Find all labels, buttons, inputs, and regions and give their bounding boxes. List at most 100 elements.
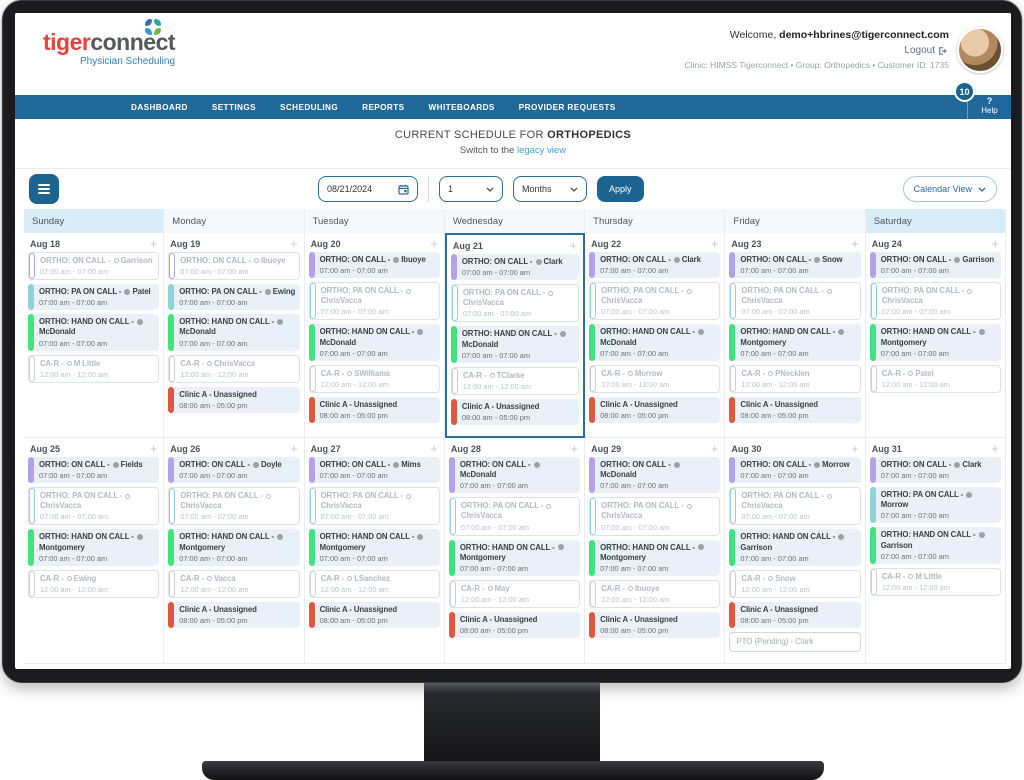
add-shift-icon[interactable]: + [991,236,999,251]
shift-card[interactable]: ORTHO: PA ON CALL - ChrisVacca 07:00 am -… [448,497,581,536]
shift-card[interactable]: ORTHO: ON CALL - McDonald 07:00 am - 07:0… [589,457,721,494]
shift-card[interactable]: CA-R - LSanchez 12:00 am - 12:00 am [308,569,440,598]
shift-card[interactable]: ORTHO: HAND ON CALL - McDonald 07:00 am -… [28,314,160,351]
shift-card[interactable]: ORTHO: PA ON CALL - ChrisVacca 07:00 am -… [729,487,861,526]
help-button[interactable]: ? Help [967,95,1011,119]
shift-card[interactable]: CA-R - May 12:00 am - 12:00 am [448,579,581,608]
add-shift-icon[interactable]: + [851,441,859,456]
nav-item-settings[interactable]: SETTINGS [211,102,256,112]
shift-card[interactable]: ORTHO: ON CALL - Clark 07:00 am - 07:00 a… [869,457,1001,484]
shift-card[interactable]: ORTHO: PA ON CALL - ChrisVacca 07:00 am -… [869,282,1001,321]
shift-card[interactable]: ORTHO: HAND ON CALL - Montgomery 07:00 am… [28,529,160,566]
nav-item-provider-requests[interactable]: PROVIDER REQUESTS [518,102,616,112]
shift-card[interactable]: CA-R - SWilliams 12:00 am - 12:00 am [308,364,440,393]
notification-badge[interactable]: 10 [954,81,975,102]
shift-card[interactable]: ORTHO: HAND ON CALL - Garrison 07:00 am -… [869,527,1001,564]
shift-card[interactable]: ORTHO: HAND ON CALL - McDonald 07:00 am -… [450,326,580,363]
shift-card[interactable]: ORTHO: HAND ON CALL - McDonald 07:00 am -… [168,314,300,351]
shift-card[interactable]: ORTHO: ON CALL - Clark 07:00 am - 07:00 a… [450,254,580,281]
calendar-cell[interactable]: Aug 19 + ORTHO: ON CALL - Ibuoye 07:00 am -… [164,233,305,438]
shift-card[interactable]: ORTHO: ON CALL - Morrow 07:00 am - 07:00 … [729,457,861,484]
shift-card[interactable]: ORTHO: ON CALL - Mims 07:00 am - 07:00 am [308,457,440,484]
nav-item-whiteboards[interactable]: WHITEBOARDS [428,102,495,112]
shift-card[interactable]: Clinic A - Unassigned 08:00 am - 05:00 pm [589,611,721,638]
shift-card[interactable]: ORTHO: PA ON CALL - ChrisVacca 07:00 am -… [729,282,861,321]
shift-card[interactable]: ORTHO: HAND ON CALL - Montgomery 07:00 am… [448,539,581,576]
calendar-cell[interactable]: Aug 25 + ORTHO: ON CALL - Fields 07:00 am -… [24,438,165,664]
shift-card[interactable]: ORTHO: PA ON CALL - ChrisVacca 07:00 am -… [308,282,440,321]
add-shift-icon[interactable]: + [569,238,578,253]
shift-card[interactable]: Clinic A - Unassigned 08:00 am - 05:00 pm [450,398,580,425]
nav-item-dashboard[interactable]: DASHBOARD [131,102,188,112]
shift-card[interactable]: ORTHO: ON CALL - McDonald 07:00 am - 07:0… [448,457,581,494]
add-shift-icon[interactable]: + [149,441,158,456]
shift-card[interactable]: ORTHO: PA ON CALL - ChrisVacca 07:00 am -… [589,497,721,536]
shift-card[interactable]: Clinic A - Unassigned 08:00 am - 05:00 pm [589,396,721,423]
calendar-cell[interactable]: Aug 30 + ORTHO: ON CALL - Morrow 07:00 am -… [725,438,866,664]
shift-card[interactable]: ORTHO: ON CALL - Ibuoye 07:00 am - 07:00 … [168,252,300,281]
shift-card[interactable]: Clinic A - Unassigned 08:00 am - 05:00 pm [308,601,440,628]
shift-card[interactable]: ORTHO: ON CALL - Garrison 07:00 am - 07:0… [28,252,160,281]
shift-card[interactable]: Clinic A - Unassigned 08:00 am - 05:00 pm [168,601,300,628]
view-select[interactable]: Calendar View [902,176,997,202]
shift-card[interactable]: ORTHO: HAND ON CALL - Montgomery 07:00 am… [869,324,1001,361]
shift-card[interactable]: CA-R - TClarke 12:00 am - 12:00 am [450,366,580,395]
shift-card[interactable]: CA-R - Ewing 12:00 am - 12:00 am [28,569,160,598]
shift-card[interactable]: ORTHO: ON CALL - Snow 07:00 am - 07:00 am [729,252,861,279]
calendar-cell[interactable]: Aug 28 + ORTHO: ON CALL - McDonald 07:00 am… [444,438,586,664]
shift-card[interactable]: CA-R - Morrow 12:00 am - 12:00 am [589,364,721,393]
shift-card[interactable]: ORTHO: PA ON CALL - Patel 07:00 am - 07:0… [28,284,160,311]
add-shift-icon[interactable]: + [570,441,579,456]
shift-card[interactable]: CA-R - Patel 12:00 am - 12:00 am [869,364,1001,393]
shift-card[interactable]: ORTHO: PA ON CALL - ChrisVacca 07:00 am -… [450,284,580,323]
add-shift-icon[interactable]: + [289,236,298,251]
shift-card[interactable]: ORTHO: HAND ON CALL - Montgomery 07:00 am… [308,529,440,566]
add-shift-icon[interactable]: + [430,441,438,456]
shift-card[interactable]: CA-R - ChrisVacca 12:00 am - 12:00 am [168,354,300,383]
calendar-cell[interactable]: Aug 23 + ORTHO: ON CALL - Snow 07:00 am - 0… [725,233,866,438]
shift-card[interactable]: ORTHO: HAND ON CALL - McDonald 07:00 am -… [589,324,721,361]
nav-item-scheduling[interactable]: SCHEDULING [279,102,339,112]
calendar-cell[interactable]: Aug 18 + ORTHO: ON CALL - Garrison 07:00 am… [24,233,165,438]
add-shift-icon[interactable]: + [991,441,999,456]
shift-card[interactable]: ORTHO: PA ON CALL - ChrisVacca 07:00 am -… [308,487,440,526]
add-shift-icon[interactable]: + [430,236,438,251]
shift-card[interactable]: CA-R - PNecklen 12:00 am - 12:00 am [729,364,861,393]
shift-card[interactable]: CA-R - M Little 12:00 am - 12:00 am [869,567,1001,596]
shift-card[interactable]: CA-R - Snow 12:00 am - 12:00 am [729,569,861,598]
interval-select[interactable]: 1 [439,176,504,202]
shift-card[interactable]: ORTHO: HAND ON CALL - Montgomery 07:00 am… [589,539,721,576]
add-shift-icon[interactable]: + [851,236,859,251]
shift-card[interactable]: ORTHO: PA ON CALL - ChrisVacca 07:00 am -… [589,282,721,321]
shift-card[interactable]: Clinic A - Unassigned 08:00 am - 05:00 pm [448,611,581,638]
add-shift-icon[interactable]: + [710,441,719,456]
shift-card[interactable]: ORTHO: ON CALL - Ibuoye 07:00 am - 07:00 … [308,252,440,279]
calendar-cell[interactable]: Aug 24 + ORTHO: ON CALL - Garrison 07:00 am… [865,233,1006,438]
calendar-cell[interactable]: Aug 26 + ORTHO: ON CALL - Doyle 07:00 am - … [164,438,305,664]
menu-button[interactable] [29,174,59,204]
shift-card[interactable]: ORTHO: HAND ON CALL - Montgomery 07:00 am… [729,324,861,361]
calendar-cell[interactable]: Aug 31 + ORTHO: ON CALL - Clark 07:00 am - … [865,438,1006,664]
calendar-cell[interactable]: Aug 22 + ORTHO: ON CALL - Clark 07:00 am - … [585,233,726,438]
shift-card[interactable]: Clinic A - Unassigned 08:00 am - 05:00 pm [729,396,861,423]
shift-card[interactable]: ORTHO: PA ON CALL - ChrisVacca 07:00 am -… [28,487,160,526]
shift-card[interactable]: PTO (Pending) - Clark [729,631,861,653]
shift-card[interactable]: ORTHO: ON CALL - Fields 07:00 am - 07:00 … [28,457,160,484]
shift-card[interactable]: CA-R - M Little 12:00 am - 12:00 am [28,354,160,383]
calendar-cell[interactable]: Aug 20 + ORTHO: ON CALL - Ibuoye 07:00 am -… [304,233,445,438]
shift-card[interactable]: ORTHO: HAND ON CALL - McDonald 07:00 am -… [308,324,440,361]
apply-button[interactable]: Apply [597,176,644,202]
shift-card[interactable]: Clinic A - Unassigned 08:00 am - 05:00 pm [729,601,861,628]
shift-card[interactable]: ORTHO: HAND ON CALL - Montgomery 07:00 am… [168,529,300,566]
unit-select[interactable]: Months [513,176,588,202]
shift-card[interactable]: ORTHO: PA ON CALL - Morrow 07:00 am - 07:… [869,487,1001,524]
shift-card[interactable]: ORTHO: PA ON CALL - Ewing 07:00 am - 07:0… [168,284,300,311]
calendar-cell[interactable]: Aug 21 + ORTHO: ON CALL - Clark 07:00 am - … [444,233,586,438]
shift-card[interactable]: CA-R - Ibuoye 12:00 am - 12:00 am [589,579,721,608]
add-shift-icon[interactable]: + [289,441,298,456]
calendar-cell[interactable]: Aug 29 + ORTHO: ON CALL - McDonald 07:00 am… [585,438,726,664]
shift-card[interactable]: ORTHO: ON CALL - Clark 07:00 am - 07:00 a… [589,252,721,279]
shift-card[interactable]: ORTHO: ON CALL - Garrison 07:00 am - 07:0… [869,252,1001,279]
shift-card[interactable]: Clinic A - Unassigned 08:00 am - 05:00 pm [168,386,300,413]
add-shift-icon[interactable]: + [149,236,158,251]
